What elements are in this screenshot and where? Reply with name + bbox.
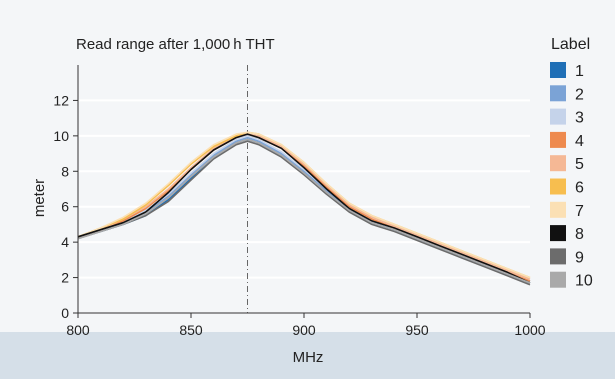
y-tick-label-8: 8 [61, 163, 69, 179]
x-tick-label-900: 900 [292, 322, 316, 338]
legend-swatch-6 [550, 178, 566, 195]
legend-label-3: 3 [575, 110, 584, 127]
legend-label-6: 6 [575, 180, 584, 197]
x-tick-label-800: 800 [66, 322, 90, 338]
series-line-7 [77, 131, 531, 279]
x-axis-label: MHz [293, 349, 324, 366]
x-tick-label-850: 850 [179, 322, 203, 338]
legend: 1 2 3 4 5 6 7 8 9 10 [550, 62, 593, 290]
legend-label-1: 1 [575, 63, 584, 80]
y-tick-label-6: 6 [61, 199, 69, 215]
chart-title: Read range after 1,000 h THT [76, 36, 275, 53]
y-axis-label: meter [31, 179, 48, 217]
legend-swatch-9 [550, 248, 566, 265]
legend-swatch-5 [550, 155, 566, 172]
legend-swatch-1 [550, 62, 566, 78]
y-tick-label-2: 2 [61, 270, 69, 286]
legend-swatch-4 [550, 131, 566, 148]
series-line-8 [77, 133, 531, 284]
y-tick-label-4: 4 [61, 234, 69, 250]
series-line-5 [77, 133, 531, 281]
footer-band [0, 332, 615, 379]
legend-swatch-7 [550, 201, 566, 218]
legend-label-8: 8 [575, 226, 584, 243]
legend-label-5: 5 [575, 156, 584, 173]
legend-swatch-3 [550, 108, 566, 125]
tick-labels: 0 2 4 6 8 10 12 800 850 900 950 1000 [53, 92, 545, 338]
legend-title: Label [551, 36, 590, 53]
legend-label-10: 10 [575, 273, 593, 290]
series-line-9 [77, 140, 531, 286]
axes [73, 65, 531, 318]
legend-label-9: 9 [575, 249, 584, 266]
legend-label-7: 7 [575, 203, 584, 220]
legend-label-2: 2 [575, 86, 584, 103]
legend-swatch-2 [550, 85, 566, 102]
legend-label-4: 4 [575, 133, 584, 150]
series-group [77, 131, 531, 286]
grid [78, 99, 530, 279]
y-tick-label-10: 10 [53, 128, 69, 144]
legend-swatch-10 [550, 271, 566, 288]
legend-swatch-8 [550, 225, 566, 242]
y-tick-label-0: 0 [61, 305, 69, 321]
series-line-10 [77, 138, 531, 284]
x-tick-label-1000: 1000 [514, 322, 545, 338]
y-tick-label-12: 12 [53, 92, 69, 108]
x-tick-label-950: 950 [405, 322, 429, 338]
